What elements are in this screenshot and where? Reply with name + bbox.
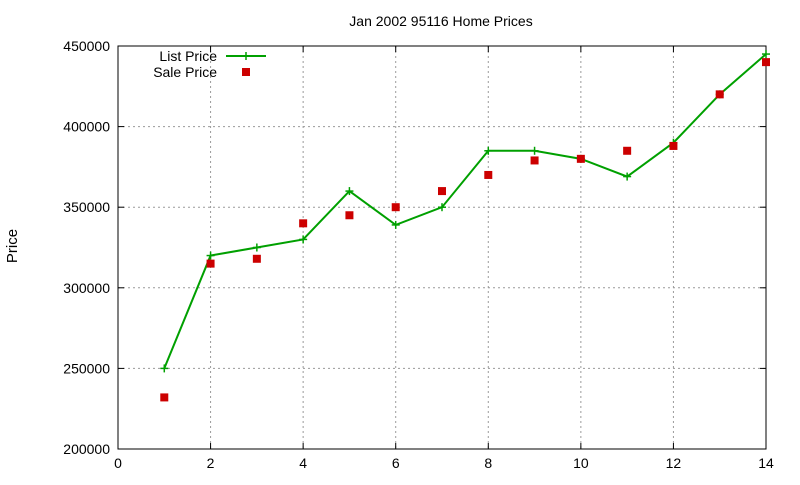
x-tick-label: 8 bbox=[484, 455, 492, 471]
sale-price-point bbox=[391, 203, 400, 212]
legend-label: List Price bbox=[159, 48, 217, 64]
x-tick-label: 6 bbox=[392, 455, 400, 471]
series-2 bbox=[160, 58, 770, 402]
plot-frame bbox=[117, 45, 767, 450]
y-tick-label: 250000 bbox=[63, 360, 110, 376]
y-axis-label: Price bbox=[4, 229, 21, 263]
legend-square-marker bbox=[242, 68, 250, 76]
legend-item-1: List Price bbox=[159, 48, 266, 64]
sale-price-point bbox=[484, 170, 493, 179]
sale-price-point bbox=[438, 187, 446, 196]
y-tick-label: 400000 bbox=[63, 119, 110, 135]
list-price-point bbox=[530, 146, 539, 155]
sale-price-point bbox=[252, 254, 261, 263]
legend-plus-marker bbox=[242, 52, 250, 60]
y-tick-label: 450000 bbox=[63, 38, 110, 54]
sale-price-point bbox=[206, 259, 215, 268]
tick-labels: 0 2 4 6 8 10 12 14 200000 250000 300000 350000 40000… bbox=[63, 38, 774, 471]
y-tick-label: 350000 bbox=[63, 199, 110, 215]
list-price-point bbox=[160, 364, 169, 373]
list-price-line bbox=[163, 53, 767, 369]
x-tick-label: 10 bbox=[573, 455, 589, 471]
list-price-point bbox=[252, 243, 261, 252]
sale-price-point bbox=[762, 58, 770, 67]
series-1 bbox=[160, 50, 770, 373]
chart-title: Jan 2002 95116 Home Prices bbox=[349, 13, 532, 29]
series-layer bbox=[160, 50, 770, 402]
sale-price-point bbox=[530, 156, 539, 165]
list-price-point bbox=[623, 172, 632, 181]
x-tick-label: 2 bbox=[207, 455, 215, 471]
sale-price-point bbox=[669, 141, 678, 150]
sale-price-point bbox=[623, 146, 632, 155]
legend-label: Sale Price bbox=[153, 64, 217, 80]
list-price-point bbox=[391, 220, 400, 229]
list-price-point bbox=[299, 235, 308, 244]
list-price-point bbox=[762, 50, 770, 59]
y-tick-label: 200000 bbox=[63, 441, 110, 457]
x-tick-label: 12 bbox=[666, 455, 682, 471]
list-price-point bbox=[484, 146, 493, 155]
sale-price-point bbox=[160, 393, 169, 402]
x-tick-label: 14 bbox=[758, 455, 774, 471]
sale-price-point bbox=[345, 211, 354, 220]
legend-item-2: Sale Price bbox=[153, 64, 250, 80]
sale-price-point bbox=[299, 219, 308, 228]
list-price-point bbox=[206, 251, 215, 260]
list-price-point bbox=[345, 187, 354, 196]
sale-price-point bbox=[576, 154, 585, 163]
list-price-point bbox=[438, 203, 446, 212]
sale-price-point bbox=[715, 90, 724, 99]
axes bbox=[117, 45, 767, 450]
x-tick-label: 0 bbox=[114, 455, 122, 471]
grid-lines bbox=[118, 46, 766, 449]
y-tick-label: 300000 bbox=[63, 280, 110, 296]
x-tick-label: 4 bbox=[299, 455, 307, 471]
